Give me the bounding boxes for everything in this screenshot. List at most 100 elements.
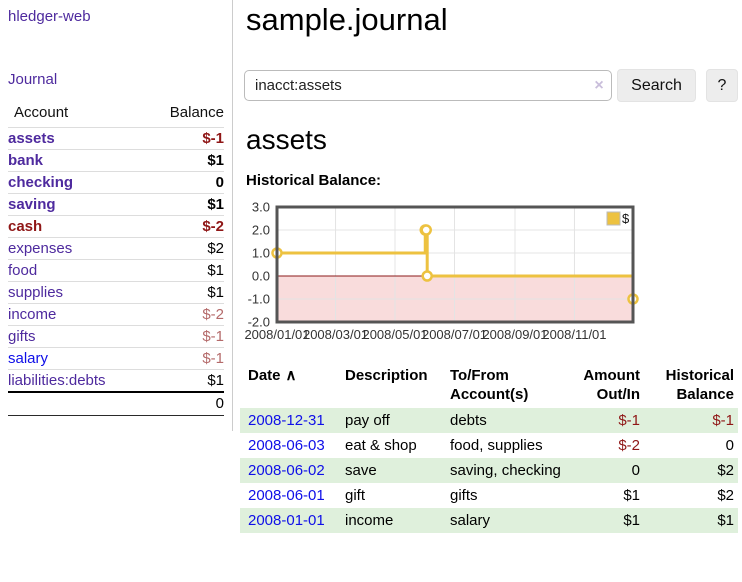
account-balance: $-1 bbox=[146, 347, 224, 370]
account-link-food[interactable]: food bbox=[8, 262, 38, 279]
transaction-date-link[interactable]: 2008-06-02 bbox=[248, 462, 325, 479]
transaction-description: income bbox=[341, 508, 446, 533]
transaction-description: gift bbox=[345, 487, 366, 504]
transaction-amount: $-1 bbox=[566, 408, 644, 433]
app-brand-link[interactable]: hledger-web bbox=[8, 8, 91, 25]
account-balance: $-2 bbox=[146, 215, 224, 238]
help-button[interactable]: ? bbox=[706, 69, 738, 102]
svg-text:$: $ bbox=[622, 211, 630, 226]
register-row: 2008-06-02 save saving, checking 0 $2 bbox=[240, 458, 738, 483]
transaction-accounts: gifts bbox=[450, 487, 478, 504]
page-title: sample.journal bbox=[246, 2, 448, 37]
svg-text:0.0: 0.0 bbox=[252, 269, 270, 284]
transaction-accounts: food, supplies bbox=[450, 437, 543, 454]
sidebar-item-journal[interactable]: Journal bbox=[8, 71, 58, 88]
amount-column-header: Amount Out/In bbox=[583, 367, 640, 403]
svg-text:-1.0: -1.0 bbox=[248, 292, 270, 307]
transaction-date-link[interactable]: 2008-06-01 bbox=[248, 487, 325, 504]
account-row-supplies: supplies $1 bbox=[8, 281, 224, 304]
transaction-description: eat & shop bbox=[345, 437, 417, 454]
transaction-accounts: salary bbox=[446, 508, 566, 533]
account-total-row: 0 bbox=[8, 391, 224, 416]
account-balance: $-1 bbox=[146, 325, 224, 348]
account-link-assets[interactable]: assets bbox=[8, 130, 55, 147]
transaction-amount: 0 bbox=[566, 458, 644, 483]
svg-text:2008/11/01: 2008/11/01 bbox=[542, 327, 606, 342]
transaction-balance: 0 bbox=[725, 437, 734, 454]
date-column-header[interactable]: Date ∧ bbox=[240, 364, 341, 408]
account-balance-table: Account Balance assets $-1 bank $1 check… bbox=[8, 104, 224, 416]
transaction-balance: $2 bbox=[717, 487, 734, 504]
svg-text:2008/07/01: 2008/07/01 bbox=[422, 327, 487, 342]
transaction-description: save bbox=[341, 458, 446, 483]
sidebar: hledger-web Journal Account Balance asse… bbox=[0, 0, 233, 431]
transaction-date-link[interactable]: 2008-06-03 bbox=[248, 437, 325, 454]
account-table-header: Account Balance bbox=[8, 104, 224, 128]
account-link-cash[interactable]: cash bbox=[8, 218, 43, 235]
account-row-food: food $1 bbox=[8, 259, 224, 282]
account-link-gifts[interactable]: gifts bbox=[8, 328, 36, 345]
account-link-liabilities-debts[interactable]: liabilities:debts bbox=[8, 372, 106, 389]
account-balance: $-2 bbox=[146, 303, 224, 326]
register-row: 2008-06-01 gift gifts $1 $2 bbox=[240, 483, 738, 508]
balance-column-header: Historical Balance bbox=[665, 367, 734, 403]
account-balance: $1 bbox=[146, 149, 224, 172]
svg-text:2.0: 2.0 bbox=[252, 223, 270, 238]
search-button[interactable]: Search bbox=[617, 69, 696, 102]
account-row-assets: assets $-1 bbox=[8, 127, 224, 150]
account-link-salary[interactable]: salary bbox=[8, 350, 49, 367]
sort-ascending-icon: ∧ bbox=[285, 367, 297, 384]
register-header-row: Date ∧ Description To/From Account(s) Amo… bbox=[240, 364, 738, 408]
register-row: 2008-12-31 pay off debts $-1 $-1 bbox=[240, 408, 738, 433]
svg-text:2008/05/01: 2008/05/01 bbox=[362, 327, 427, 342]
svg-text:2008/01/01: 2008/01/01 bbox=[244, 327, 309, 342]
account-row-expenses: expenses $2 bbox=[8, 237, 224, 260]
transaction-balance: $2 bbox=[644, 458, 738, 483]
historical-balance-chart: 3.0 2.0 1.0 0.0 -1.0 -2.0 2008/01/01 2008/03/01… bbox=[241, 200, 641, 347]
date-header-label: Date bbox=[248, 367, 281, 384]
account-balance: $1 bbox=[146, 259, 224, 282]
account-row-checking: checking 0 bbox=[8, 171, 224, 194]
account-row-liabilities-debts: liabilities:debts $1 bbox=[8, 369, 224, 392]
balance-column-header: Balance bbox=[169, 104, 224, 121]
account-column-header: Account bbox=[14, 104, 69, 121]
transaction-amount: $1 bbox=[623, 487, 640, 504]
transaction-amount: $-2 bbox=[618, 437, 640, 454]
account-link-income[interactable]: income bbox=[8, 306, 57, 323]
transaction-accounts: saving, checking bbox=[446, 458, 566, 483]
account-heading: assets bbox=[246, 124, 327, 155]
account-link-supplies[interactable]: supplies bbox=[8, 284, 64, 301]
account-row-saving: saving $1 bbox=[8, 193, 224, 216]
transaction-accounts: debts bbox=[446, 408, 566, 433]
account-balance: 0 bbox=[146, 171, 224, 194]
historical-balance-chart-svg: 3.0 2.0 1.0 0.0 -1.0 -2.02008/01/012008/03/01… bbox=[244, 200, 639, 342]
register-table: Date ∧ Description To/From Account(s) Amo… bbox=[240, 364, 738, 533]
account-balance: $1 bbox=[146, 193, 224, 216]
transaction-balance: $1 bbox=[644, 508, 738, 533]
svg-text:1.0: 1.0 bbox=[252, 246, 270, 261]
svg-text:-2.0: -2.0 bbox=[248, 315, 270, 330]
account-balance: $2 bbox=[146, 237, 224, 260]
account-row-income: income $-2 bbox=[8, 303, 224, 326]
transaction-amount: $1 bbox=[566, 508, 644, 533]
account-link-checking[interactable]: checking bbox=[8, 174, 74, 191]
transaction-date-link[interactable]: 2008-12-31 bbox=[248, 412, 325, 429]
clear-search-icon[interactable]: × bbox=[594, 77, 604, 94]
search-input[interactable] bbox=[244, 70, 612, 101]
account-link-expenses[interactable]: expenses bbox=[8, 240, 73, 257]
account-row-cash: cash $-2 bbox=[8, 215, 224, 238]
svg-text:3.0: 3.0 bbox=[252, 201, 270, 215]
register-row: 2008-01-01 income salary $1 $1 bbox=[240, 508, 738, 533]
account-link-saving[interactable]: saving bbox=[8, 196, 56, 213]
account-link-bank[interactable]: bank bbox=[8, 152, 44, 169]
account-row-salary: salary $-1 bbox=[8, 347, 224, 370]
transaction-description: pay off bbox=[341, 408, 446, 433]
transaction-balance: $-1 bbox=[644, 408, 738, 433]
svg-text:2008/09/01: 2008/09/01 bbox=[482, 327, 547, 342]
account-row-bank: bank $1 bbox=[8, 149, 224, 172]
account-balance: $-1 bbox=[146, 127, 224, 150]
account-balance: $1 bbox=[146, 369, 224, 392]
transaction-date-link[interactable]: 2008-01-01 bbox=[248, 512, 325, 529]
svg-text:2008/03/01: 2008/03/01 bbox=[303, 327, 368, 342]
account-balance: $1 bbox=[146, 281, 224, 304]
